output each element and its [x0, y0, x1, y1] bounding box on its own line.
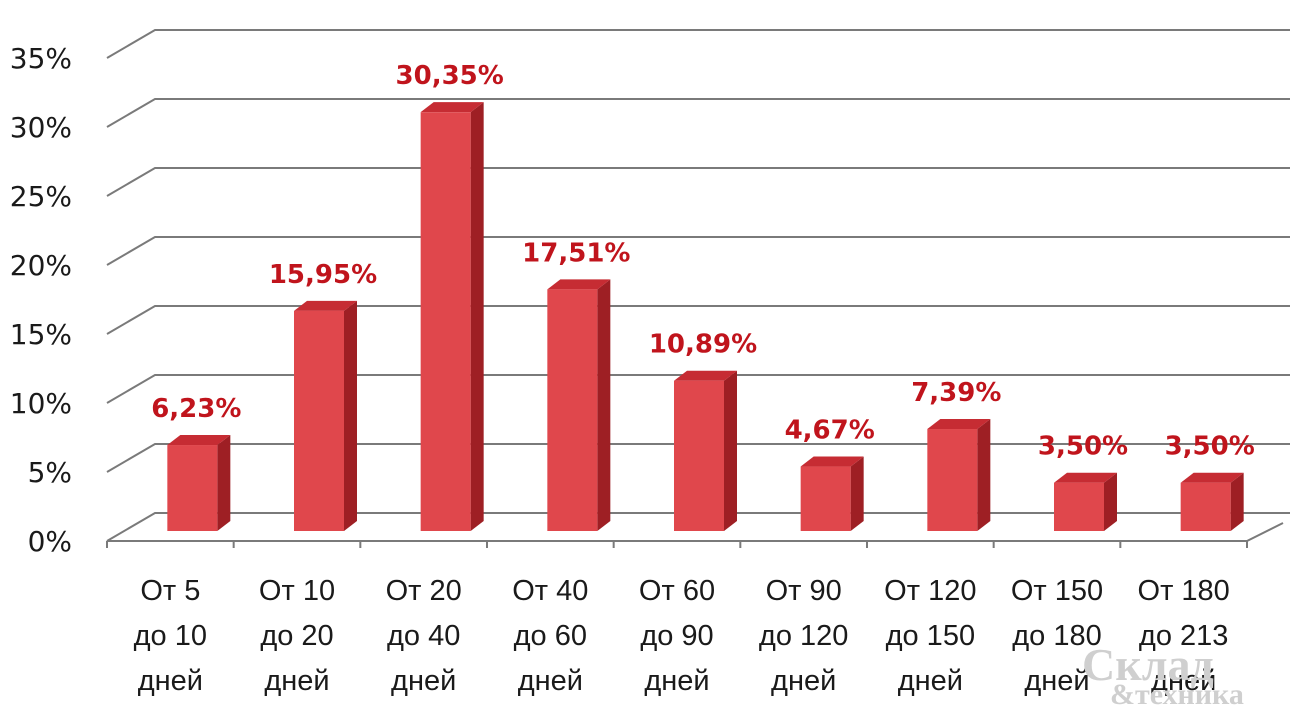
x-category-label: От 20	[386, 575, 462, 607]
bar-side	[724, 370, 737, 531]
gridline	[106, 98, 1290, 128]
x-category-label: От 10	[259, 575, 335, 607]
data-labels: 6,23% 15,95% 30,35% 17,51% 10,89% 4,67% 7,39% 3…	[151, 61, 1255, 462]
y-axis-ticks: 0% 5% 10% 15% 20% 25% 30% 35%	[10, 42, 72, 558]
bar-top	[1054, 472, 1117, 483]
bar	[547, 289, 598, 531]
gridlines	[106, 29, 1290, 548]
data-label: 7,39%	[911, 378, 1001, 408]
bar-top	[294, 300, 357, 311]
bar-side	[217, 435, 231, 531]
bar-side	[977, 419, 991, 531]
y-tick-label: 30%	[10, 111, 72, 144]
bar-side	[597, 279, 611, 531]
x-category-label: От 120	[884, 575, 976, 607]
bar	[420, 112, 471, 532]
bar	[1054, 482, 1104, 531]
x-category-label: дней	[518, 665, 583, 697]
bar-top	[674, 370, 737, 381]
x-category-label: до 213	[1139, 620, 1229, 652]
data-label: 6,23%	[151, 394, 241, 424]
bar-side	[850, 456, 864, 531]
x-category-label: до 20	[260, 620, 333, 652]
x-category-label: до 10	[134, 620, 207, 652]
y-tick-label: 25%	[10, 180, 72, 213]
bar-side	[1104, 472, 1117, 531]
bar	[927, 429, 978, 531]
data-label: 10,89%	[649, 330, 757, 360]
x-category-label: до 150	[886, 620, 976, 652]
x-category-label: до 90	[640, 620, 713, 652]
data-label: 30,35%	[396, 61, 504, 91]
x-category-label: От 60	[639, 575, 715, 607]
bar-side	[344, 300, 357, 531]
gridline	[106, 512, 1290, 542]
gridline	[106, 236, 1290, 266]
bar	[674, 380, 724, 531]
data-label: 3,50%	[1165, 432, 1255, 462]
gridline	[106, 374, 1290, 404]
gridline	[106, 167, 1290, 197]
bars	[167, 102, 1244, 532]
bar	[294, 310, 344, 531]
x-axis-categories: От 5 до 10 дней От 10 до 20 дней От 20 до 40 дне…	[134, 575, 1230, 697]
x-category-label: до 40	[387, 620, 460, 652]
y-tick-label: 0%	[28, 525, 72, 558]
watermark-line2: &техника	[1110, 678, 1244, 711]
bar-side	[470, 102, 484, 532]
data-label: 17,51%	[522, 238, 630, 268]
x-category-label: От 5	[140, 575, 200, 607]
gridline	[106, 443, 1290, 473]
y-tick-label: 10%	[10, 387, 72, 420]
y-tick-label: 15%	[10, 318, 72, 351]
data-label: 15,95%	[269, 260, 377, 290]
x-category-label: дней	[1024, 665, 1089, 697]
x-category-label: От 180	[1138, 575, 1230, 607]
x-category-label: дней	[644, 665, 709, 697]
y-tick-label: 5%	[28, 456, 72, 489]
x-category-label: дней	[898, 665, 963, 697]
bar-top	[167, 435, 231, 446]
bar-top	[800, 456, 864, 467]
x-category-label: От 90	[766, 575, 842, 607]
x-category-label: до 120	[759, 620, 849, 652]
gridline	[106, 29, 1290, 59]
x-category-label: дней	[1151, 665, 1216, 697]
x-category-label: до 180	[1012, 620, 1102, 652]
x-category-label: От 150	[1011, 575, 1103, 607]
bar	[1180, 482, 1231, 531]
data-label: 3,50%	[1038, 432, 1128, 462]
x-category-label: до 60	[514, 620, 587, 652]
x-category-label: дней	[771, 665, 836, 697]
x-category-label: дней	[391, 665, 456, 697]
y-tick-label: 35%	[10, 42, 72, 75]
bar-top	[420, 102, 484, 113]
x-category-label: дней	[138, 665, 203, 697]
watermark-line1: Склад	[1082, 639, 1214, 690]
bar	[800, 466, 851, 531]
y-tick-label: 20%	[10, 249, 72, 282]
bar-top	[547, 279, 611, 290]
watermark-logo: Склад &техника	[1082, 639, 1244, 711]
bar	[167, 445, 218, 531]
bar-top	[1180, 472, 1244, 483]
data-label: 4,67%	[785, 416, 875, 446]
x-category-label: дней	[264, 665, 329, 697]
x-category-label: От 40	[512, 575, 588, 607]
bar-top	[927, 419, 991, 430]
gridline	[106, 305, 1290, 335]
bar-side	[1230, 472, 1244, 531]
